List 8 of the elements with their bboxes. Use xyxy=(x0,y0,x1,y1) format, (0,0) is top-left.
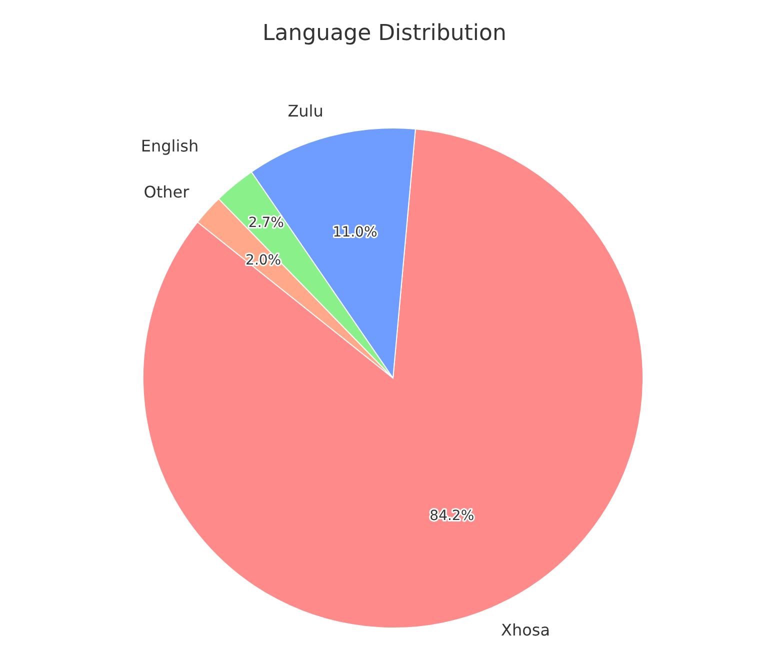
data-label: 2.7% xyxy=(248,215,284,232)
slice-label: Xhosa xyxy=(501,620,550,640)
slice-label: Other xyxy=(144,182,190,202)
slice-label: Zulu xyxy=(288,101,324,120)
data-label: 11.0% xyxy=(332,224,378,241)
data-label: 84.2% xyxy=(430,508,474,524)
slice-label: English xyxy=(140,136,199,156)
chart-title: Language Distribution xyxy=(262,21,506,46)
